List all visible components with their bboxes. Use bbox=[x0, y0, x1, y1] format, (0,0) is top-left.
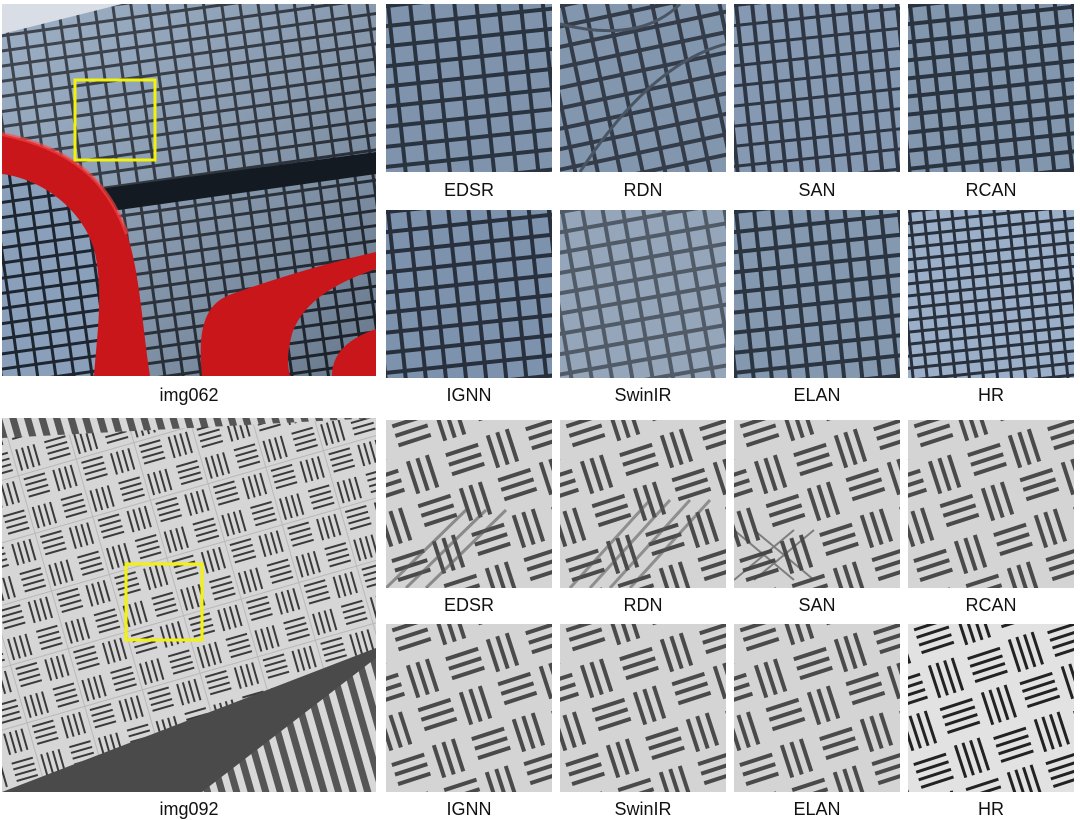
crop-img092-edsr bbox=[386, 420, 552, 588]
method-label-img062-edsr: EDSR bbox=[443, 180, 494, 200]
full-image-img092 bbox=[2, 418, 376, 792]
crop-img062-san bbox=[734, 4, 900, 172]
method-label-img062-rcan: RCAN bbox=[965, 180, 1017, 200]
crop-img062-ignn bbox=[386, 210, 552, 378]
crop-img092-elan bbox=[734, 624, 900, 792]
crop-img092-rcan bbox=[908, 420, 1074, 588]
method-label-img062-ignn: IGNN bbox=[446, 385, 492, 405]
method-label-img062-swinir: SwinIR bbox=[614, 385, 672, 405]
crop-img092-rdn bbox=[560, 420, 726, 588]
crop-img062-rdn bbox=[560, 4, 726, 172]
crop-img062-elan bbox=[734, 210, 900, 378]
crop-img062-edsr bbox=[386, 4, 552, 172]
method-label-img092-san: SAN bbox=[798, 595, 836, 615]
crop-img062-swinir bbox=[560, 210, 726, 378]
method-label-img062-rdn: RDN bbox=[623, 180, 663, 200]
crop-img092-san bbox=[734, 420, 900, 588]
method-label-img062-hr: HR bbox=[978, 385, 1004, 405]
method-label-img092-ignn: IGNN bbox=[446, 799, 492, 819]
method-label-img092-elan: ELAN bbox=[793, 799, 841, 819]
crop-img092-swinir bbox=[560, 624, 726, 792]
crop-img092-ignn bbox=[386, 624, 552, 792]
method-label-img092-edsr: EDSR bbox=[443, 595, 494, 615]
crop-img092-hr bbox=[908, 624, 1074, 792]
image-label-img092: img092 bbox=[159, 799, 219, 819]
method-label-img092-swinir: SwinIR bbox=[614, 799, 672, 819]
crop-img062-hr bbox=[908, 210, 1074, 378]
image-label-img062: img062 bbox=[159, 385, 219, 405]
zoom-region-box bbox=[73, 78, 157, 162]
method-label-img092-rdn: RDN bbox=[623, 595, 663, 615]
full-image-img062 bbox=[2, 4, 376, 376]
zoom-region-box-2 bbox=[124, 562, 204, 642]
method-label-img092-rcan: RCAN bbox=[965, 595, 1017, 615]
method-label-img062-san: SAN bbox=[798, 180, 836, 200]
method-label-img062-elan: ELAN bbox=[793, 385, 841, 405]
method-label-img092-hr: HR bbox=[978, 799, 1004, 819]
crop-img062-rcan bbox=[908, 4, 1074, 172]
